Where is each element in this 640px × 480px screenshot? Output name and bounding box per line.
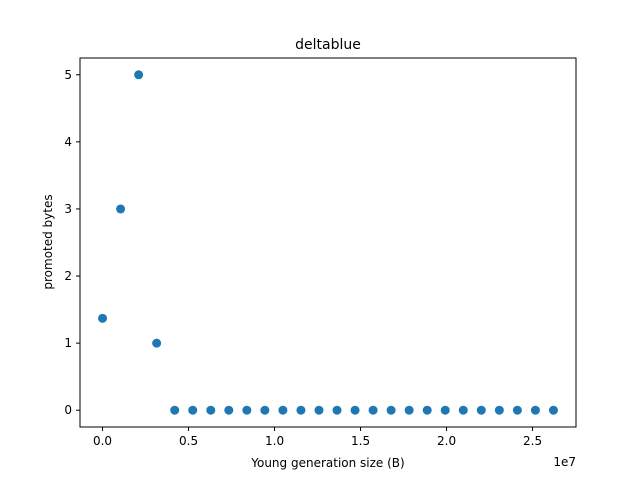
y-tick-label-4: 4 (64, 135, 72, 149)
data-point-19 (440, 405, 450, 415)
data-point-13 (332, 405, 342, 415)
data-point-12 (314, 405, 324, 415)
x-tick-label-1: 0.5 (179, 434, 198, 448)
x-tick-label-2: 1.0 (265, 434, 284, 448)
data-point-18 (422, 405, 432, 415)
x-tick-label-4: 2.0 (437, 434, 456, 448)
data-point-9 (260, 405, 270, 415)
x-tick-label-3: 1.5 (351, 434, 370, 448)
axes-frame (79, 57, 577, 428)
y-tick-label-2: 2 (64, 269, 72, 283)
data-point-4 (170, 405, 180, 415)
data-point-7 (224, 405, 234, 415)
data-point-1 (116, 204, 126, 214)
x-tick-label-5: 2.5 (523, 434, 542, 448)
data-point-3 (152, 338, 162, 348)
data-point-15 (368, 405, 378, 415)
y-axis-ticks: 0 1 2 3 4 5 (64, 68, 80, 417)
data-point-22 (494, 405, 504, 415)
data-point-10 (278, 405, 288, 415)
chart-title: deltablue (295, 37, 361, 53)
data-point-21 (476, 405, 486, 415)
data-point-11 (296, 405, 306, 415)
data-point-0 (98, 313, 108, 323)
x-axis-label: Young generation size (B) (250, 456, 404, 470)
data-point-2 (134, 70, 144, 80)
data-point-14 (350, 405, 360, 415)
y-tick-label-0: 0 (64, 403, 72, 417)
x-axis-offset-label: 1e7 (553, 455, 576, 469)
data-point-8 (242, 405, 252, 415)
x-axis-ticks: 0.0 0.5 1.0 1.5 2.0 2.5 (93, 427, 542, 448)
data-point-16 (386, 405, 396, 415)
y-tick-label-1: 1 (64, 336, 72, 350)
data-point-23 (512, 405, 522, 415)
data-point-24 (530, 405, 540, 415)
data-point-17 (404, 405, 414, 415)
y-tick-label-3: 3 (64, 202, 72, 216)
x-tick-label-0: 0.0 (93, 434, 112, 448)
data-points (98, 70, 558, 415)
data-point-6 (206, 405, 216, 415)
y-axis-label: promoted bytes (41, 194, 55, 289)
data-point-5 (188, 405, 198, 415)
y-tick-label-5: 5 (64, 68, 72, 82)
data-point-20 (458, 405, 468, 415)
data-point-25 (548, 405, 558, 415)
